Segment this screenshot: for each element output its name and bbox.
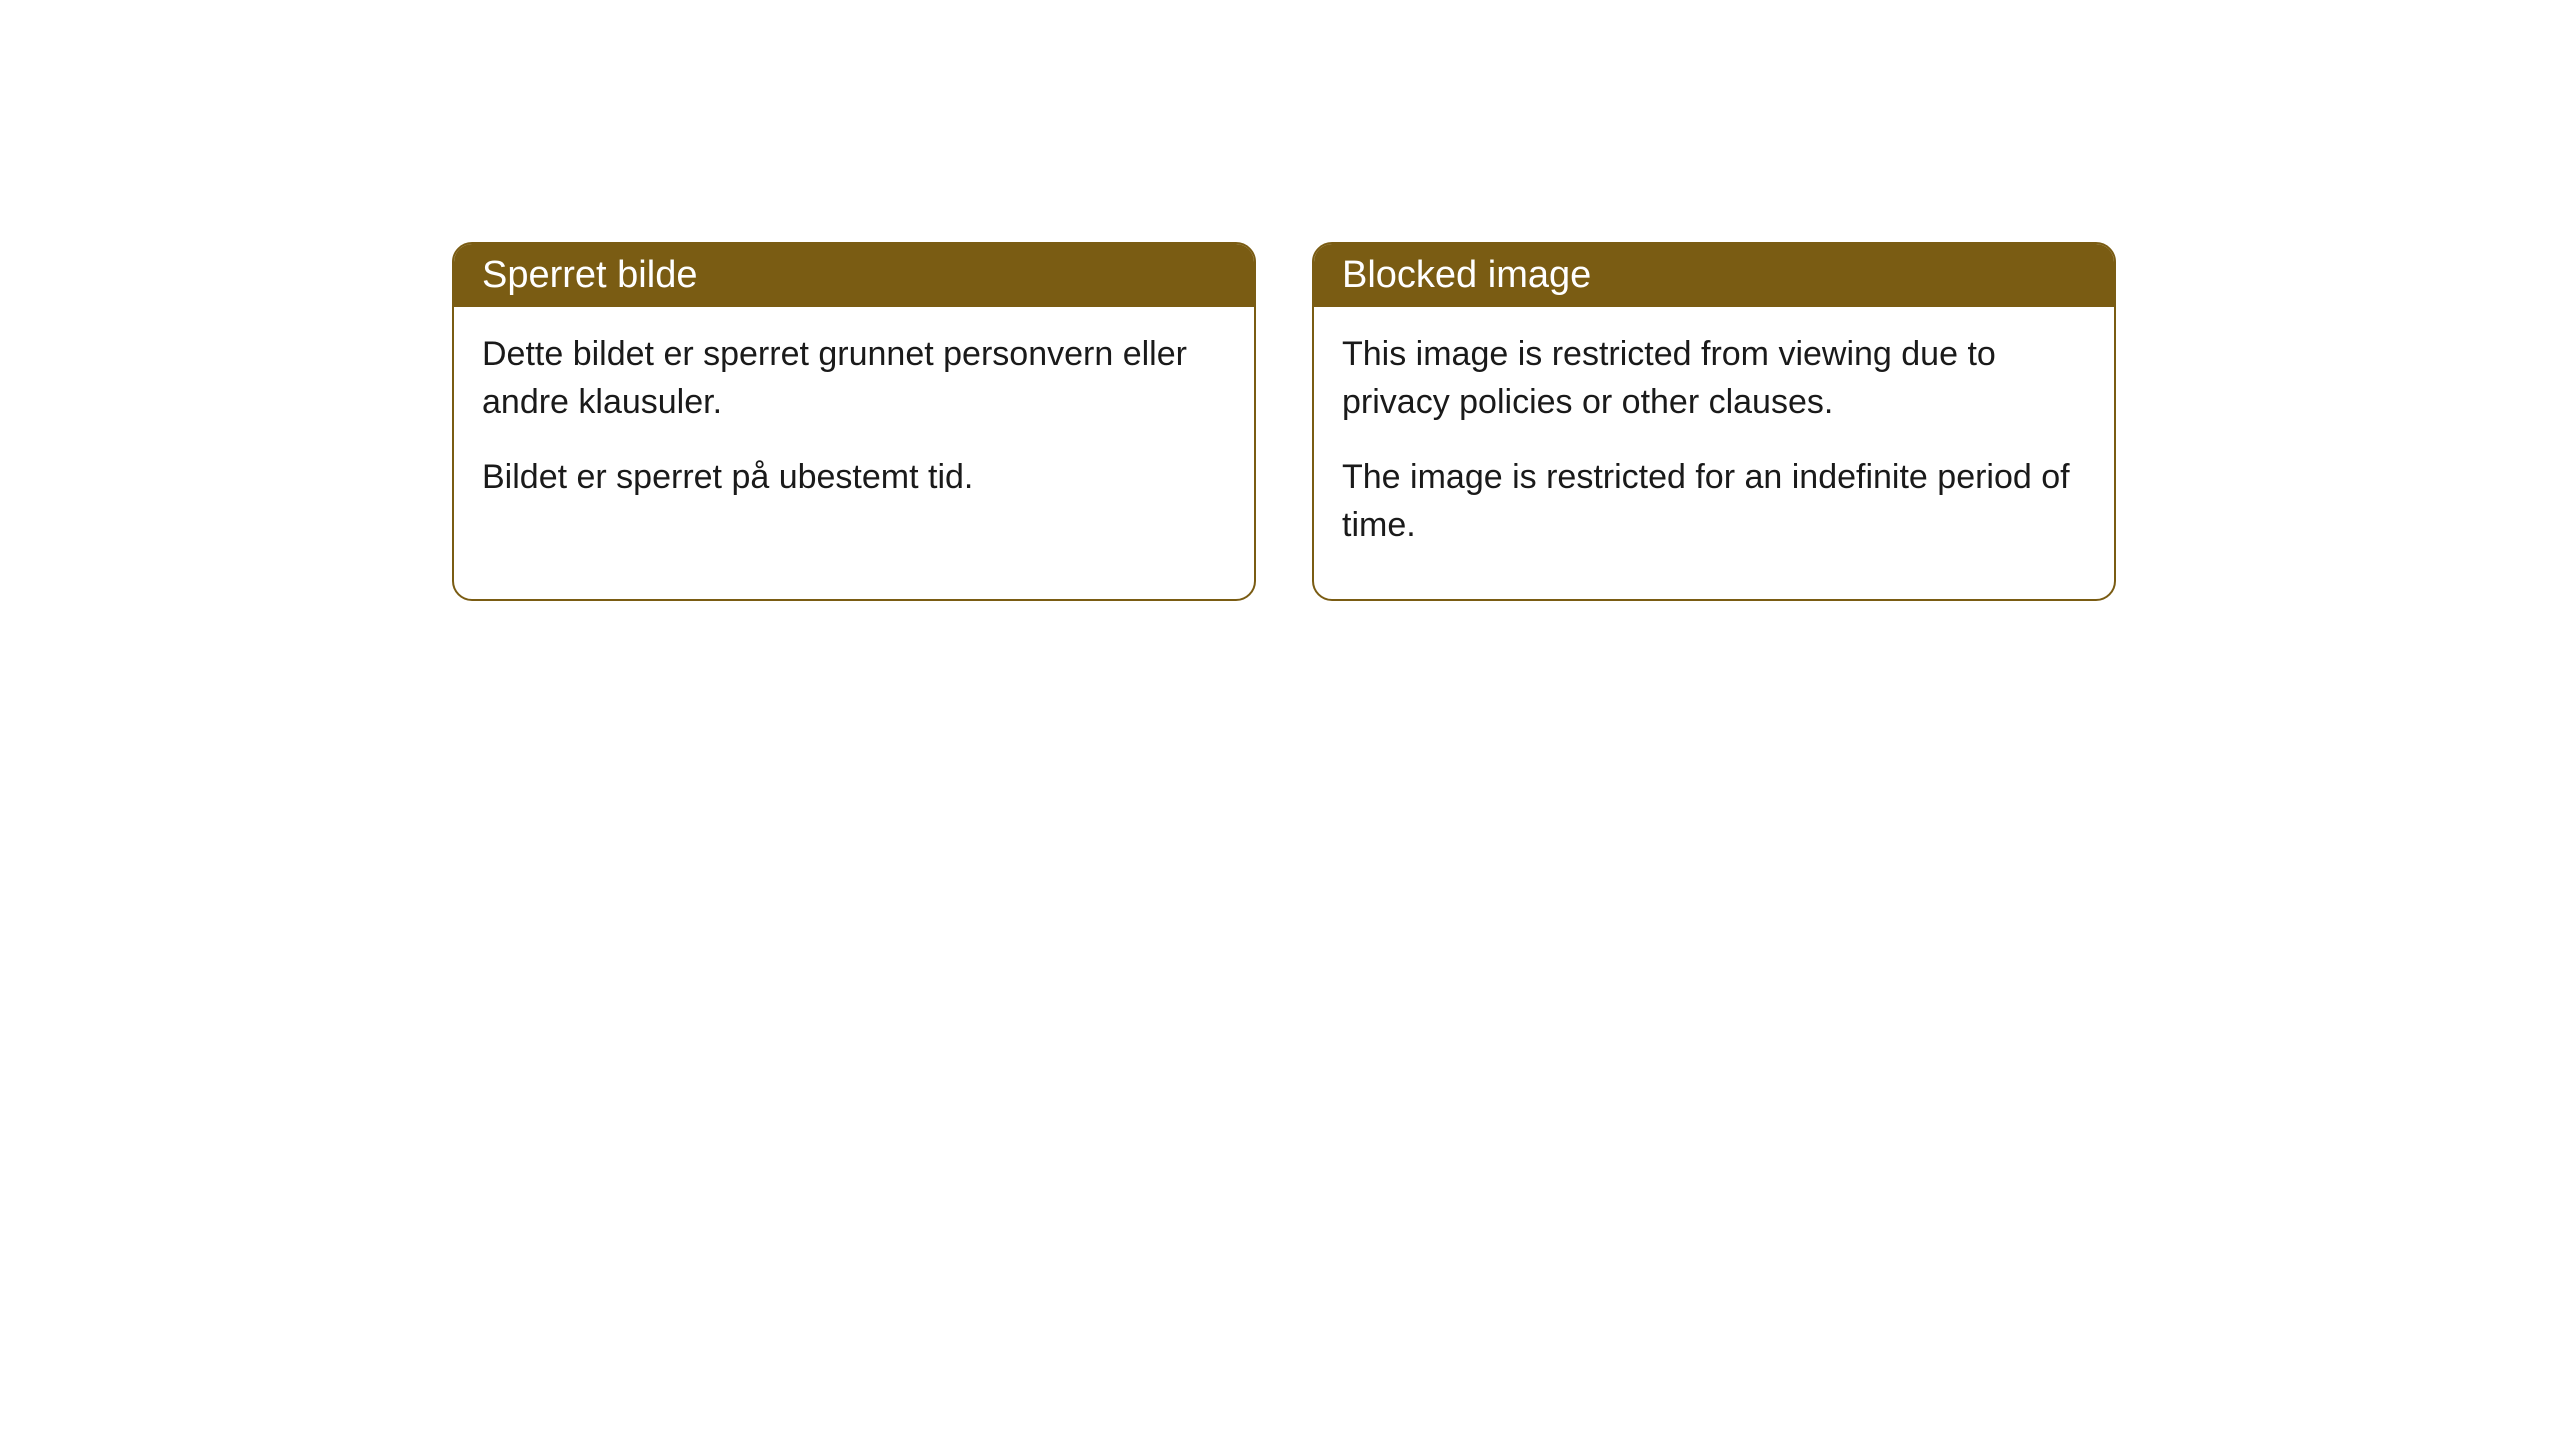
card-body-english: This image is restricted from viewing du… <box>1314 307 2114 599</box>
card-header-english: Blocked image <box>1314 244 2114 307</box>
blocked-image-card-english: Blocked image This image is restricted f… <box>1312 242 2116 601</box>
card-title: Sperret bilde <box>482 254 697 296</box>
card-paragraph: Bildet er sperret på ubestemt tid. <box>482 454 1226 502</box>
card-body-norwegian: Dette bildet er sperret grunnet personve… <box>454 307 1254 552</box>
notice-cards-container: Sperret bilde Dette bildet er sperret gr… <box>0 0 2560 601</box>
card-paragraph: This image is restricted from viewing du… <box>1342 331 2086 426</box>
card-header-norwegian: Sperret bilde <box>454 244 1254 307</box>
blocked-image-card-norwegian: Sperret bilde Dette bildet er sperret gr… <box>452 242 1256 601</box>
card-paragraph: The image is restricted for an indefinit… <box>1342 454 2086 549</box>
card-title: Blocked image <box>1342 254 1591 296</box>
card-paragraph: Dette bildet er sperret grunnet personve… <box>482 331 1226 426</box>
